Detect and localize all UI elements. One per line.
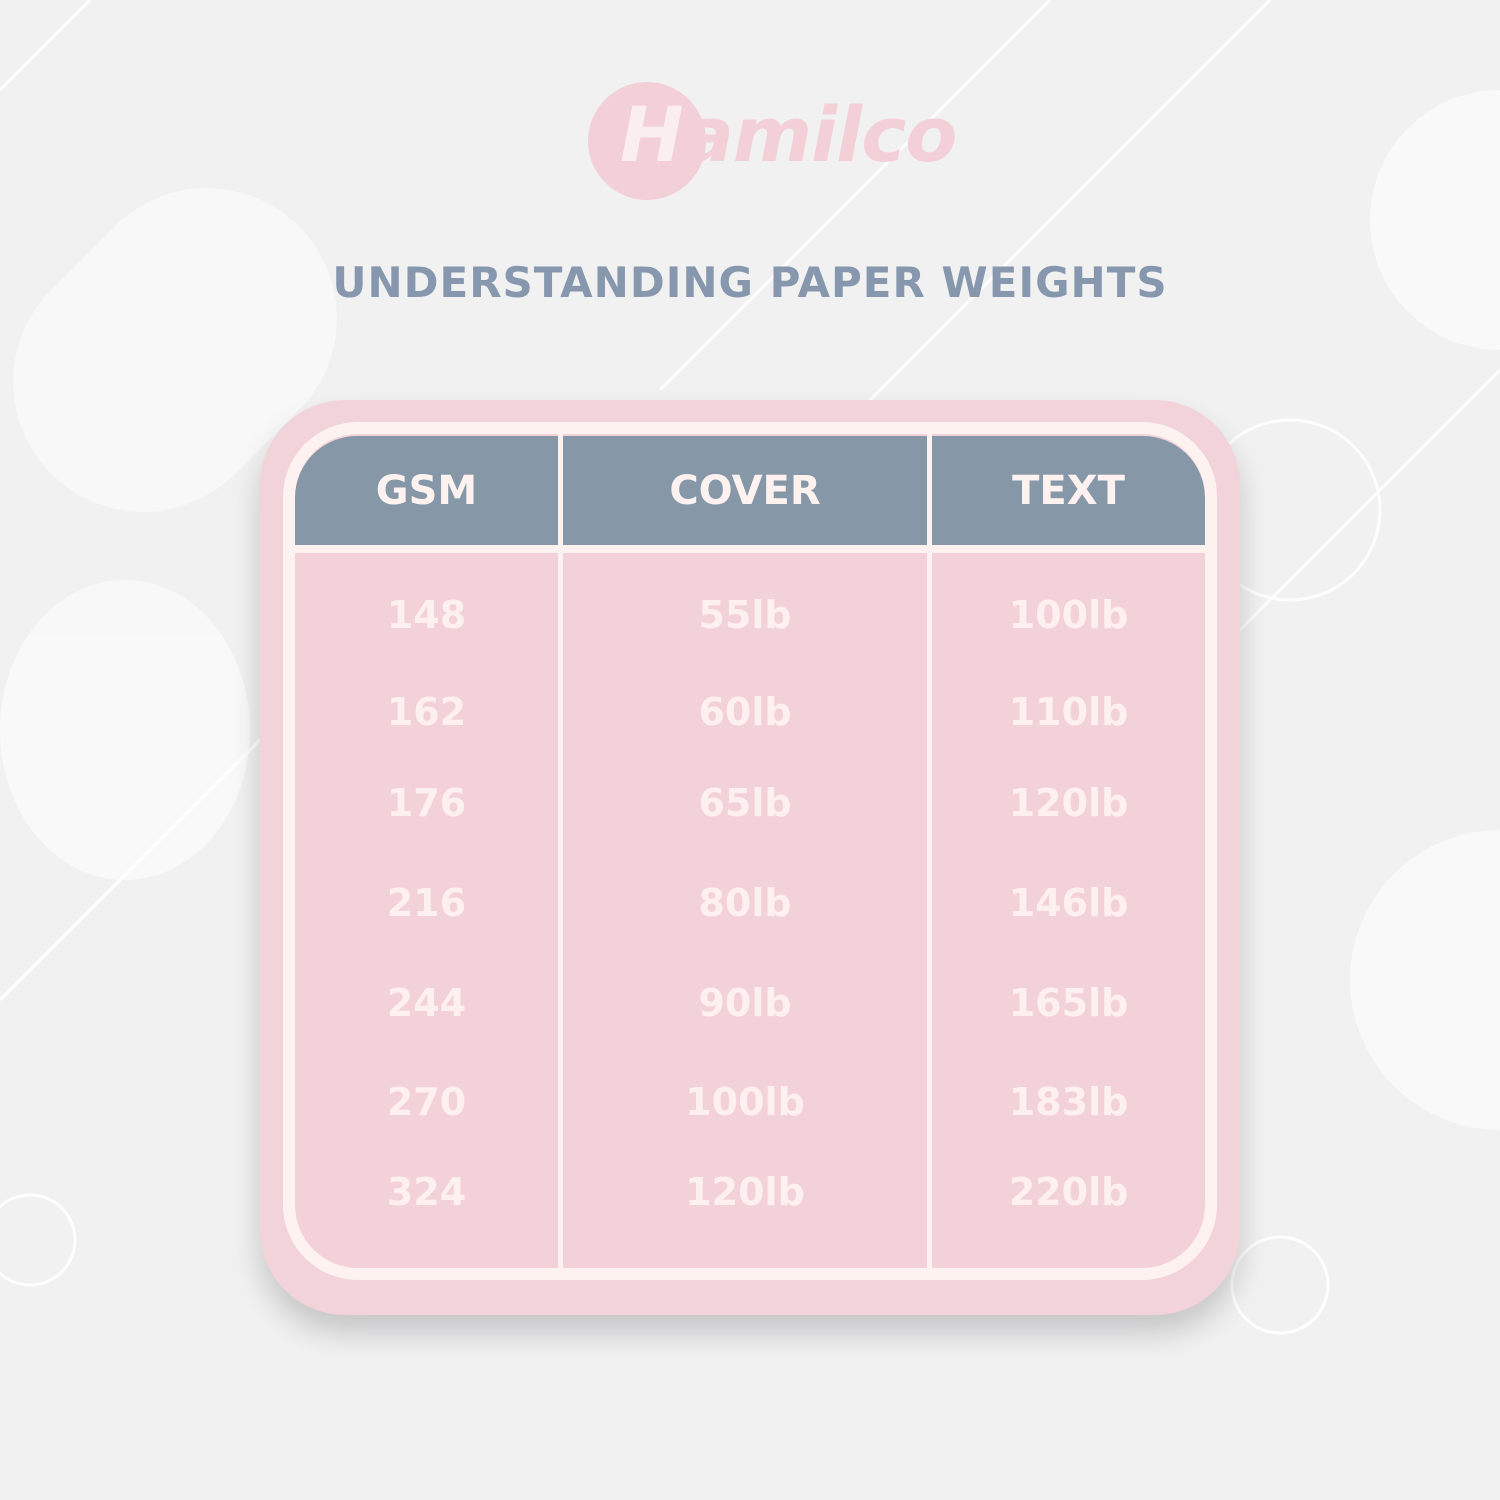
- column-divider: [558, 434, 563, 1268]
- logo-circle: [588, 82, 706, 200]
- cell-cover: 55lb: [698, 593, 792, 637]
- cell-text: 100lb: [1008, 593, 1129, 637]
- cell-text: 183lb: [1008, 1080, 1129, 1124]
- cell-text: 220lb: [1008, 1170, 1129, 1214]
- cell-gsm: 216: [386, 881, 467, 925]
- cell-gsm: 324: [386, 1170, 467, 1214]
- header-divider: [295, 545, 1205, 553]
- cell-cover: 120lb: [685, 1170, 805, 1214]
- cell-text: 120lb: [1008, 781, 1129, 825]
- cell-text: 165lb: [1008, 981, 1129, 1025]
- page-title: UNDERSTANDING PAPER WEIGHTS: [332, 258, 1168, 307]
- cell-text: 110lb: [1008, 690, 1129, 734]
- cell-cover: 60lb: [698, 690, 792, 734]
- cell-cover: 100lb: [685, 1080, 805, 1124]
- brand-logo: Hamilco: [588, 80, 957, 205]
- cell-cover: 90lb: [698, 981, 792, 1025]
- logo-text: Hamilco: [620, 90, 957, 179]
- cell-gsm: 270: [386, 1080, 467, 1124]
- header-gsm: GSM: [295, 436, 558, 545]
- cell-text: 146lb: [1008, 881, 1129, 925]
- column-divider: [927, 434, 932, 1268]
- cell-cover: 65lb: [698, 781, 792, 825]
- cell-gsm: 148: [386, 593, 467, 637]
- cell-gsm: 176: [386, 781, 467, 825]
- header-cover: COVER: [563, 436, 927, 545]
- header-text: TEXT: [932, 436, 1205, 545]
- cell-cover: 80lb: [698, 881, 792, 925]
- paper-weight-table: GSM COVER TEXT 148 55lb 100lb 162 60lb 110lb 1…: [283, 422, 1217, 1280]
- cell-gsm: 162: [386, 690, 467, 734]
- cell-gsm: 244: [386, 981, 467, 1025]
